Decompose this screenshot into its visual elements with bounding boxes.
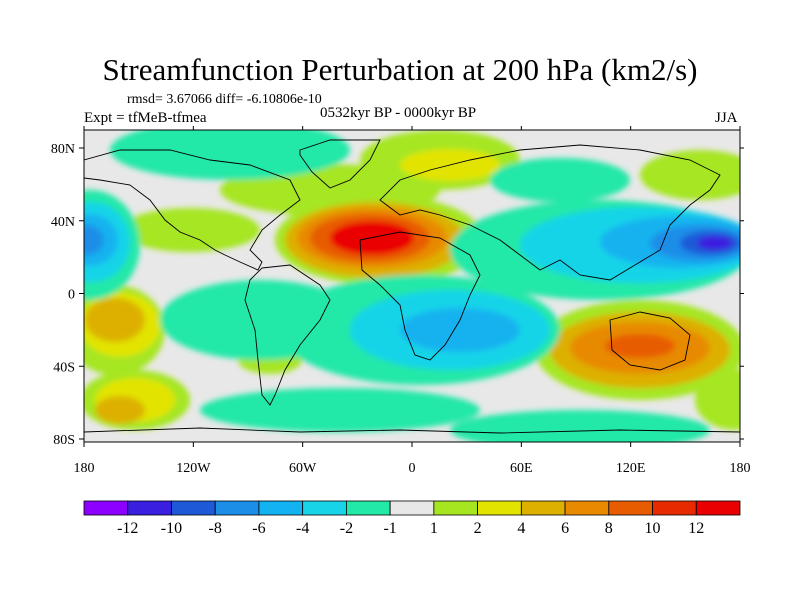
- colorbar-swatch: [695, 500, 741, 516]
- colorbar-label: -8: [209, 520, 222, 537]
- colorbar-label: -12: [117, 520, 138, 537]
- colorbar-swatch: [477, 500, 522, 516]
- lat-tick-label: 0: [68, 288, 75, 303]
- colorbar: -12 -10 -8 -6 -4 -2 -1 1 2 4 6 8 10 12: [83, 500, 741, 537]
- lat-tick-label: 40S: [53, 360, 75, 375]
- field-patch: [84, 225, 104, 255]
- colorbar-swatch: [564, 500, 610, 516]
- field-patch: [95, 396, 145, 424]
- lon-tick-label: 60W: [289, 461, 317, 476]
- antarctica-outline: [84, 427, 740, 434]
- australia-outline: [609, 311, 691, 371]
- latitude-axis: 80N 40N 0 40S 80S: [51, 142, 744, 448]
- colorbar-label: 10: [645, 520, 661, 537]
- field-patch: [450, 410, 710, 442]
- longitude-axis: 180 120W 60W 0 60E 120E 180: [74, 126, 751, 476]
- contour-field: [84, 130, 740, 442]
- colorbar-label: -1: [383, 520, 396, 537]
- colorbar-label: -6: [252, 520, 265, 537]
- stats-line: rmsd= 3.67066 diff= -6.10806e-10: [127, 92, 322, 107]
- colorbar-swatch: [302, 500, 347, 516]
- lon-tick-label: 120W: [176, 461, 211, 476]
- colorbar-label: 8: [605, 520, 613, 537]
- field-patch: [110, 130, 350, 180]
- colorbar-swatch: [345, 500, 391, 516]
- coastlines: [84, 139, 740, 434]
- period-label: 0532kyr BP - 0000kyr BP: [320, 105, 477, 121]
- field-patch: [605, 334, 675, 358]
- eurasia-outline: [379, 144, 721, 281]
- field-patch: [697, 236, 733, 250]
- lat-tick-label: 40N: [51, 215, 75, 230]
- lon-tick-label: 180: [730, 461, 751, 476]
- colorbar-swatch: [389, 500, 435, 516]
- lat-tick-label: 80N: [51, 142, 75, 157]
- colorbar-label: -2: [340, 520, 353, 537]
- colorbar-swatch: [652, 500, 697, 516]
- colorbar-label: 12: [688, 520, 704, 537]
- lat-tick-label: 80S: [53, 433, 75, 448]
- map-title: Streamfunction Perturbation at 200 hPa (…: [102, 52, 698, 87]
- field-patch: [120, 208, 260, 252]
- greenland-outline: [299, 139, 381, 189]
- lon-tick-label: 120E: [616, 461, 646, 476]
- colorbar-label: -4: [296, 520, 309, 537]
- colorbar-swatch: [171, 500, 216, 516]
- colorbar-swatch: [433, 500, 479, 516]
- colorbar-swatch: [83, 500, 129, 516]
- field-patch: [695, 370, 740, 430]
- colorbar-swatch: [520, 500, 566, 516]
- colorbar-label: 1: [430, 520, 438, 537]
- africa-outline: [359, 231, 481, 361]
- field-patch: [200, 388, 480, 432]
- colorbar-label: -10: [161, 520, 182, 537]
- colorbar-swatch: [258, 500, 304, 516]
- field-patch: [490, 158, 630, 202]
- north-america-outline: [84, 149, 301, 271]
- field-patch: [640, 150, 740, 200]
- colorbar-swatch: [127, 500, 172, 516]
- colorbar-label: 6: [561, 520, 569, 537]
- south-america-outline: [244, 264, 331, 406]
- field-patch: [400, 308, 520, 352]
- colorbar-swatch: [608, 500, 653, 516]
- experiment-label: Expt = tfMeB-tfmea: [84, 110, 207, 126]
- field-patch: [85, 298, 145, 342]
- season-label: JJA: [715, 110, 738, 126]
- lon-tick-label: 60E: [510, 461, 533, 476]
- colorbar-label: 2: [474, 520, 482, 537]
- colorbar-label: 4: [517, 520, 525, 537]
- lon-tick-label: 0: [409, 461, 416, 476]
- lon-tick-label: 180: [74, 461, 95, 476]
- colorbar-swatch: [214, 500, 260, 516]
